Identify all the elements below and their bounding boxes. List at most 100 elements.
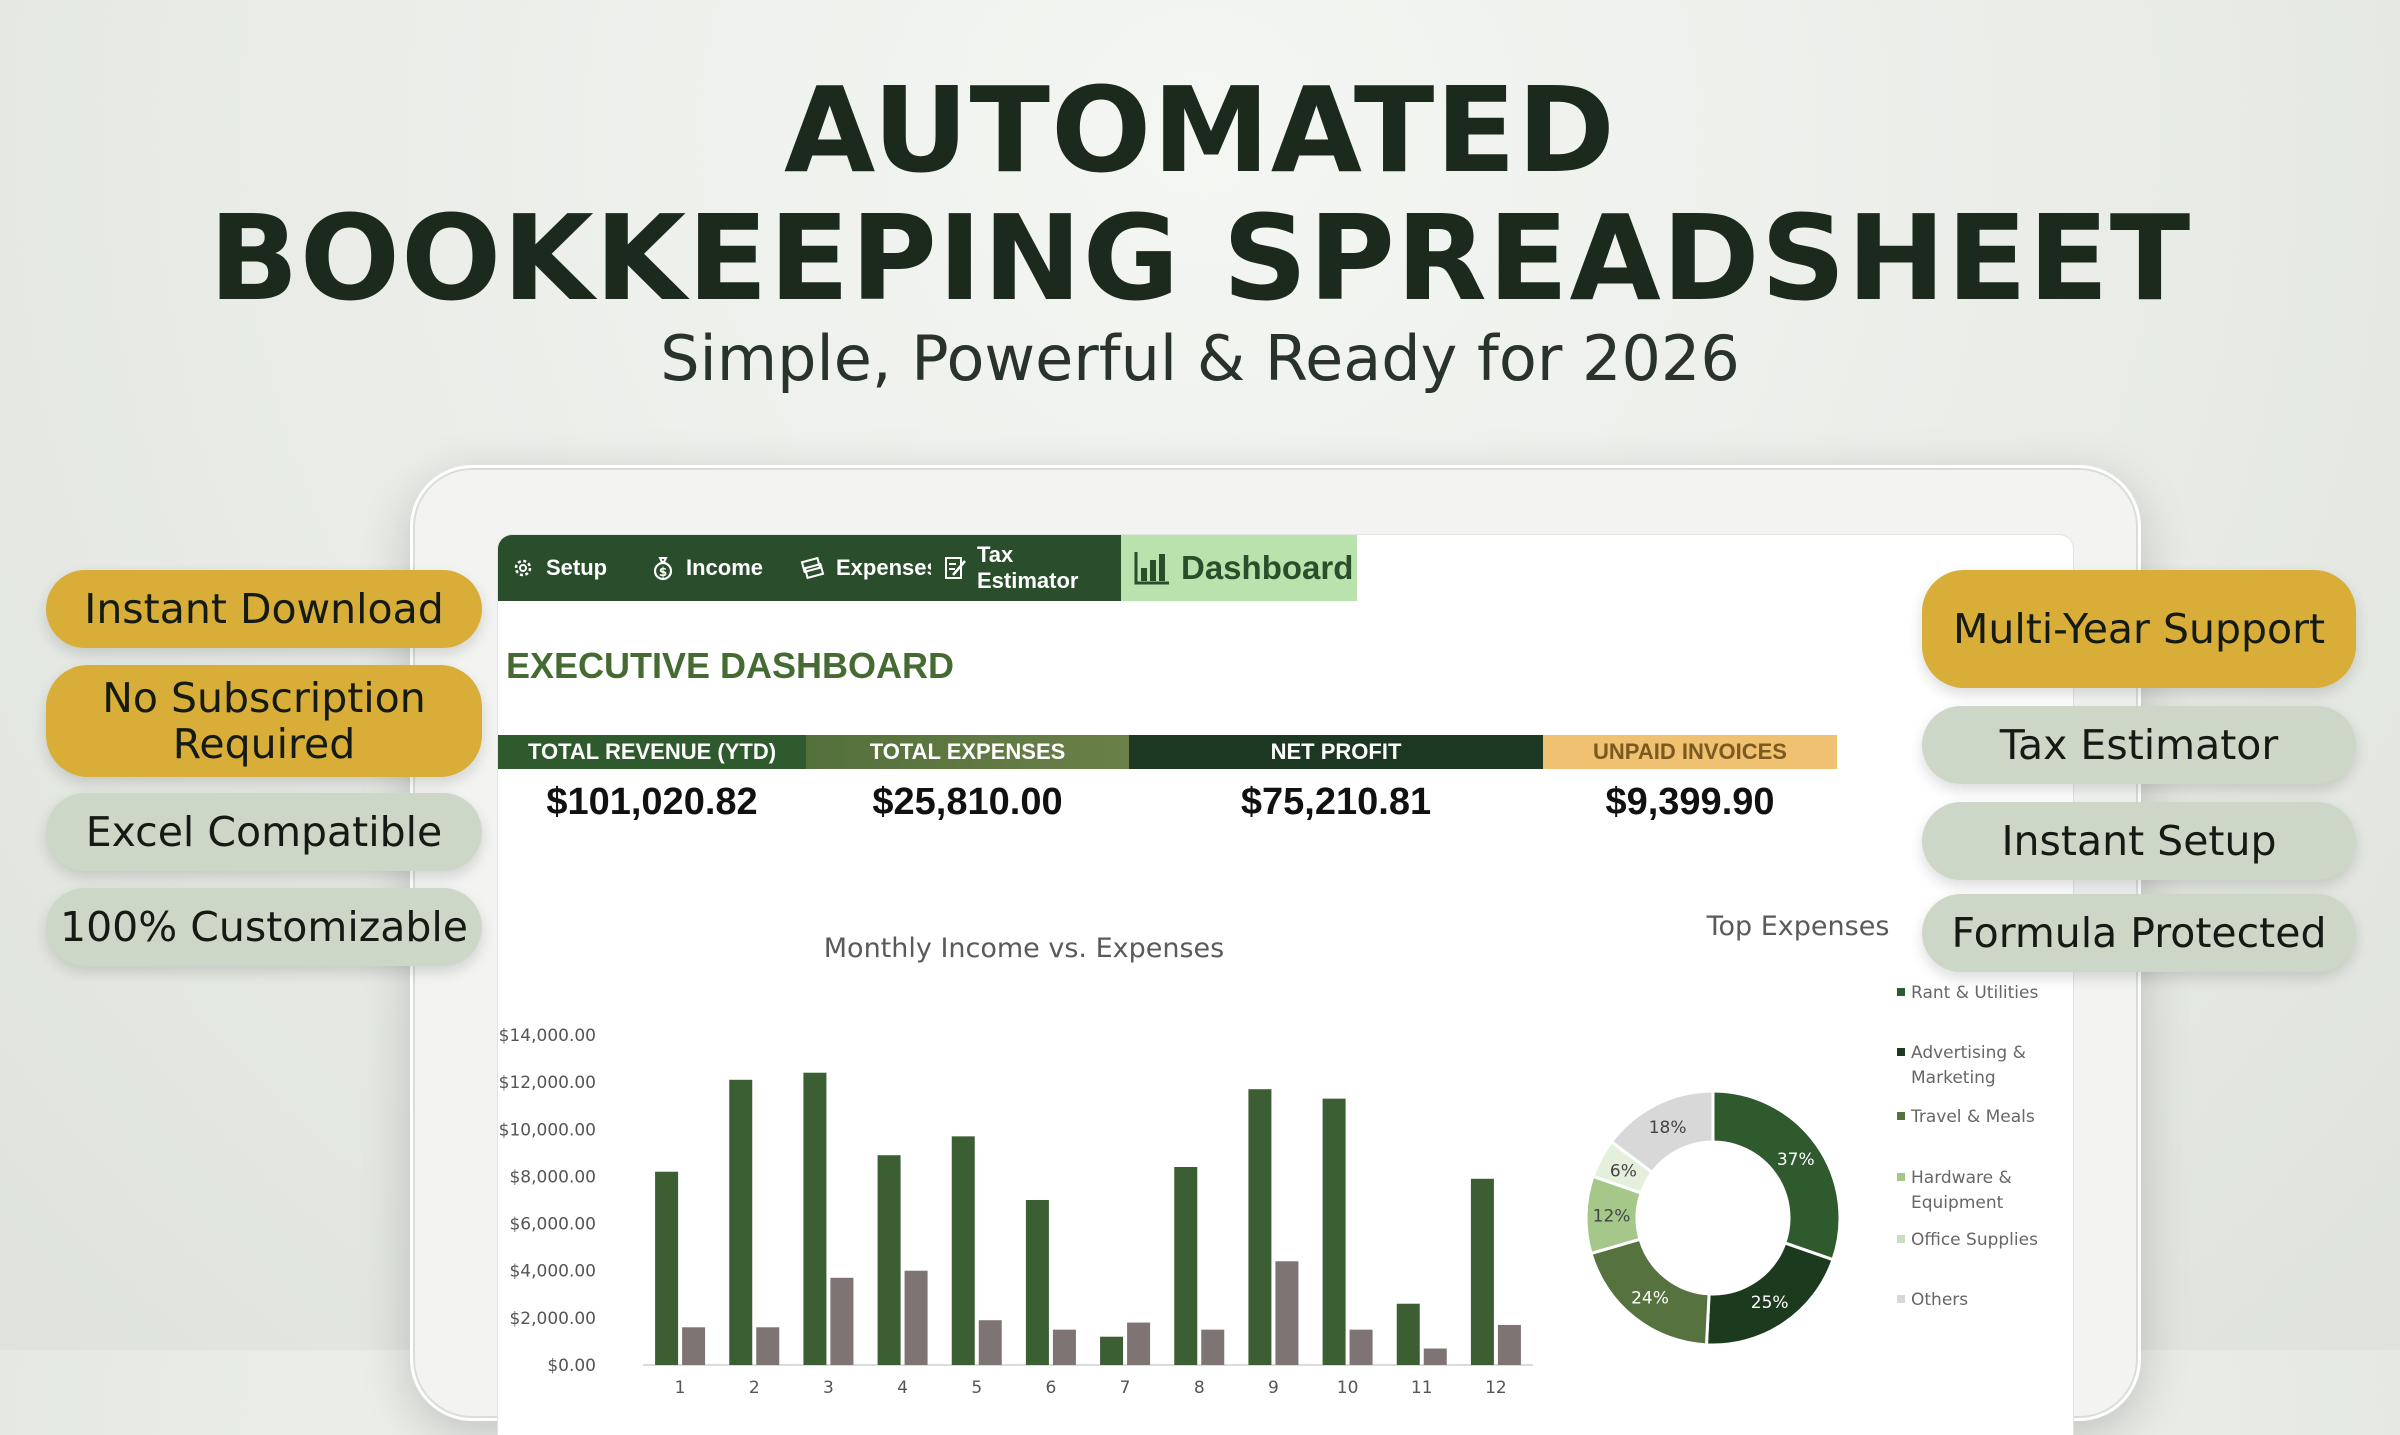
- x-tick-label: 8: [1194, 1378, 1205, 1398]
- donut-data-label: 6%: [1610, 1161, 1637, 1181]
- y-tick-label: $6,000.00: [509, 1215, 596, 1235]
- legend-marker: [1897, 1048, 1905, 1056]
- y-tick-label: $10,000.00: [499, 1120, 596, 1140]
- gear-icon: [510, 555, 536, 581]
- x-tick-label: 9: [1268, 1378, 1279, 1398]
- income-bar: [1322, 1098, 1346, 1365]
- x-tick-label: 11: [1411, 1378, 1433, 1398]
- x-tick-label: 2: [749, 1378, 760, 1398]
- sheet-tab-bar: Setup $ Income Expenses Tax Estimator Da…: [498, 535, 1870, 601]
- legend-marker: [1897, 1173, 1905, 1181]
- legend-label: Others: [1911, 1290, 1968, 1310]
- expense-bar: [1201, 1329, 1225, 1365]
- legend-marker: [1897, 1235, 1905, 1243]
- expense-bar: [756, 1327, 780, 1365]
- income-bar: [1174, 1167, 1198, 1365]
- hero-subtitle: Simple, Powerful & Ready for 2026: [660, 322, 1740, 395]
- kpi-value: $75,210.81: [1240, 780, 1432, 823]
- kpi-unpaid-invoices: UNPAID INVOICES $9,399.90: [1543, 735, 1837, 835]
- kpi-net-profit: NET PROFIT $75,210.81: [1129, 735, 1543, 835]
- income-bar: [1470, 1178, 1494, 1365]
- expense-bar: [1275, 1261, 1299, 1365]
- y-tick-label: $12,000.00: [499, 1073, 596, 1093]
- tab-label: Setup: [546, 555, 608, 580]
- x-tick-label: 3: [823, 1378, 834, 1398]
- expense-bar: [1497, 1324, 1521, 1365]
- hero-title-line2: BOOKKEEPING SPREADSHEET: [208, 189, 2192, 327]
- kpi-label: TOTAL REVENUE (YTD): [498, 735, 806, 769]
- x-tick-label: 12: [1485, 1378, 1507, 1398]
- expense-bar: [1127, 1322, 1151, 1365]
- x-tick-label: 1: [675, 1378, 686, 1398]
- y-tick-label: $14,000.00: [499, 1026, 596, 1046]
- dashboard-charts: Monthly Income vs. Expenses $0.00 $2,000.0…: [499, 911, 2039, 1398]
- expense-bar: [978, 1320, 1002, 1365]
- x-tick-label: 5: [971, 1378, 982, 1398]
- income-bar: [1248, 1089, 1272, 1365]
- legend-label: Hardware &: [1911, 1168, 2012, 1188]
- donut-data-label: 24%: [1631, 1289, 1669, 1309]
- income-bar: [1025, 1200, 1049, 1365]
- legend-marker: [1897, 1112, 1905, 1120]
- feature-pill-formula-protected: Formula Protected: [1922, 894, 2356, 972]
- income-bar: [877, 1155, 901, 1365]
- y-tick-label: $0.00: [547, 1356, 596, 1376]
- x-tick-label: 7: [1120, 1378, 1131, 1398]
- kpi-label: NET PROFIT: [1129, 735, 1543, 769]
- dashboard-heading: EXECUTIVE DASHBOARD: [506, 645, 955, 686]
- form-edit-icon: [943, 555, 967, 581]
- kpi-total-revenue: TOTAL REVENUE (YTD) $101,020.82: [498, 735, 806, 835]
- income-bar: [951, 1136, 975, 1365]
- feature-pill-no-subscription: No Subscription Required: [46, 665, 482, 777]
- feature-pill-tax-estimator: Tax Estimator: [1922, 706, 2356, 784]
- expense-bar: [1052, 1329, 1076, 1365]
- donut-data-label: 25%: [1751, 1293, 1789, 1313]
- feature-pill-excel-compatible: Excel Compatible: [46, 793, 482, 871]
- kpi-label: TOTAL EXPENSES: [806, 735, 1129, 769]
- feature-pill-instant-setup: Instant Setup: [1922, 802, 2356, 880]
- tab-tax-estimator[interactable]: Tax Estimator: [931, 535, 1121, 601]
- tab-label: Income: [686, 555, 764, 580]
- donut-slice: [1609, 1089, 1715, 1175]
- legend-label: Office Supplies: [1911, 1230, 2038, 1250]
- tab-dashboard[interactable]: Dashboard: [1121, 535, 1357, 601]
- tab-expenses[interactable]: Expenses: [788, 535, 939, 601]
- tab-label: Dashboard: [1181, 549, 1354, 586]
- x-tick-label: 10: [1337, 1378, 1359, 1398]
- bar-chart-title: Monthly Income vs. Expenses: [824, 933, 1224, 964]
- kpi-value: $25,810.00: [872, 780, 1063, 823]
- hero-title-line1: AUTOMATED: [784, 61, 1616, 199]
- donut-data-label: 37%: [1777, 1150, 1815, 1170]
- legend-marker: [1897, 1295, 1905, 1303]
- income-bar: [729, 1079, 753, 1365]
- pie-chart-title: Top Expenses: [1706, 911, 1890, 942]
- legend-label: Advertising &: [1911, 1043, 2026, 1063]
- kpi-value: $101,020.82: [546, 780, 758, 823]
- tab-label: Expenses: [836, 555, 939, 580]
- kpi-total-expenses: TOTAL EXPENSES $25,810.00: [806, 735, 1129, 835]
- donut-slice: [1711, 1089, 1842, 1262]
- legend-marker: [1897, 988, 1905, 996]
- tab-label: Tax Estimator: [977, 542, 1079, 593]
- legend-label: Travel & Meals: [1910, 1107, 2035, 1127]
- tab-income[interactable]: $ Income: [638, 535, 788, 601]
- expense-bar: [830, 1277, 854, 1365]
- kpi-label: UNPAID INVOICES: [1543, 735, 1837, 769]
- tab-setup[interactable]: Setup: [498, 535, 638, 601]
- y-tick-label: $2,000.00: [509, 1309, 596, 1329]
- income-bar: [655, 1171, 679, 1365]
- spreadsheet-screen: Setup $ Income Expenses Tax Estimator Da…: [498, 535, 2073, 1435]
- svg-text:$: $: [659, 565, 667, 579]
- money-bag-icon: $: [650, 555, 676, 581]
- feature-pill-instant-download: Instant Download: [46, 570, 482, 648]
- expense-bar: [682, 1327, 706, 1365]
- legend-label: Marketing: [1911, 1068, 1996, 1088]
- bar-chart-icon: [1133, 549, 1171, 587]
- income-bar: [803, 1072, 827, 1365]
- income-bar: [1396, 1303, 1420, 1365]
- feature-pill-customizable: 100% Customizable: [46, 888, 482, 966]
- donut-data-label: 18%: [1649, 1118, 1687, 1138]
- expense-bar: [904, 1270, 928, 1365]
- expense-bar: [1423, 1348, 1447, 1365]
- x-tick-label: 6: [1046, 1378, 1057, 1398]
